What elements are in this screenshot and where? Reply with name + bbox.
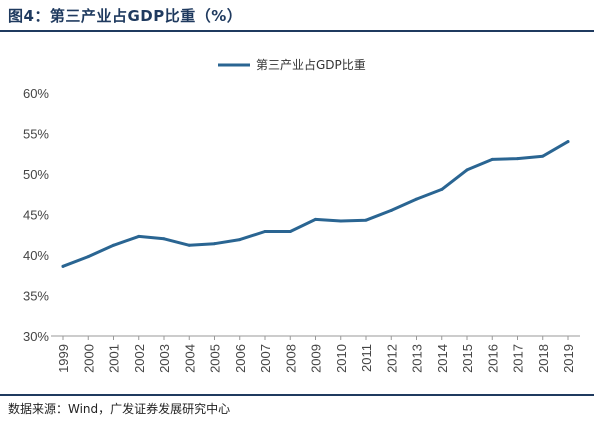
- x-tick-label: 2014: [435, 344, 450, 373]
- x-tick-label: 2012: [384, 344, 399, 373]
- x-tick-label: 2005: [208, 344, 223, 373]
- x-axis-labels: 1999 2000 2001 2002 2003 2004 2005 2006 2007 2008…: [56, 344, 576, 373]
- x-tick-label: 2010: [334, 344, 349, 373]
- data-point: [516, 157, 519, 161]
- x-tick-label: 2015: [460, 344, 475, 373]
- data-point: [389, 208, 393, 212]
- data-point: [112, 243, 115, 247]
- x-tick-label: 2019: [561, 344, 576, 373]
- data-point: [187, 243, 191, 247]
- data-point: [541, 154, 545, 158]
- x-tick-label: 1999: [56, 344, 71, 373]
- source-rule: [0, 394, 594, 396]
- x-tick-label: 2017: [511, 344, 526, 373]
- x-tick-label: 2006: [233, 344, 248, 373]
- legend: 第三产业占GDP比重: [218, 57, 366, 72]
- x-tick-label: 2009: [309, 344, 324, 373]
- x-tick-label: 2003: [157, 344, 172, 373]
- data-point: [490, 157, 494, 161]
- line-chart: 第三产业占GDP比重 30% 35% 40% 45% 50% 55% 60% 1999 200…: [23, 57, 580, 373]
- x-tick-label: 2013: [410, 344, 425, 373]
- y-tick-label: 35%: [23, 289, 49, 304]
- legend-label: 第三产业占GDP比重: [256, 57, 366, 72]
- y-tick-label: 60%: [23, 86, 49, 101]
- data-points: [61, 140, 570, 268]
- data-point: [465, 168, 469, 172]
- data-point: [566, 140, 570, 144]
- x-tick-label: 2007: [258, 344, 273, 373]
- title-rule: [0, 30, 594, 32]
- x-tick-label: 2016: [485, 344, 500, 373]
- x-tick-label: 2001: [107, 344, 122, 373]
- data-point: [137, 234, 141, 238]
- data-point: [61, 264, 65, 268]
- x-tick-label: 2002: [132, 344, 147, 373]
- data-point: [213, 242, 216, 246]
- y-axis-ticks: 30% 35% 40% 45% 50% 55% 60%: [23, 86, 49, 344]
- data-point: [364, 218, 368, 222]
- data-point: [238, 238, 242, 242]
- x-tick-label: 2008: [283, 344, 298, 373]
- x-tick-label: 2018: [536, 344, 551, 373]
- x-tick-label: 2000: [81, 344, 96, 373]
- data-point: [288, 230, 292, 234]
- y-tick-label: 55%: [23, 127, 49, 142]
- x-axis-tick-marks: [62, 336, 569, 340]
- data-point: [339, 219, 343, 223]
- data-point: [162, 237, 166, 241]
- data-point: [263, 230, 267, 234]
- data-point: [86, 255, 90, 259]
- y-tick-label: 30%: [23, 329, 49, 344]
- y-tick-label: 45%: [23, 208, 49, 223]
- data-point: [314, 217, 317, 221]
- figure-title: 图4：第三产业占GDP比重（%）: [8, 7, 243, 25]
- data-point: [440, 187, 444, 191]
- y-tick-label: 40%: [23, 248, 49, 263]
- data-point: [415, 197, 418, 201]
- source-note: 数据来源：Wind，广发证券发展研究中心: [8, 402, 231, 416]
- x-tick-label: 2011: [359, 344, 374, 372]
- x-tick-label: 2004: [182, 344, 197, 373]
- y-tick-label: 50%: [23, 167, 49, 182]
